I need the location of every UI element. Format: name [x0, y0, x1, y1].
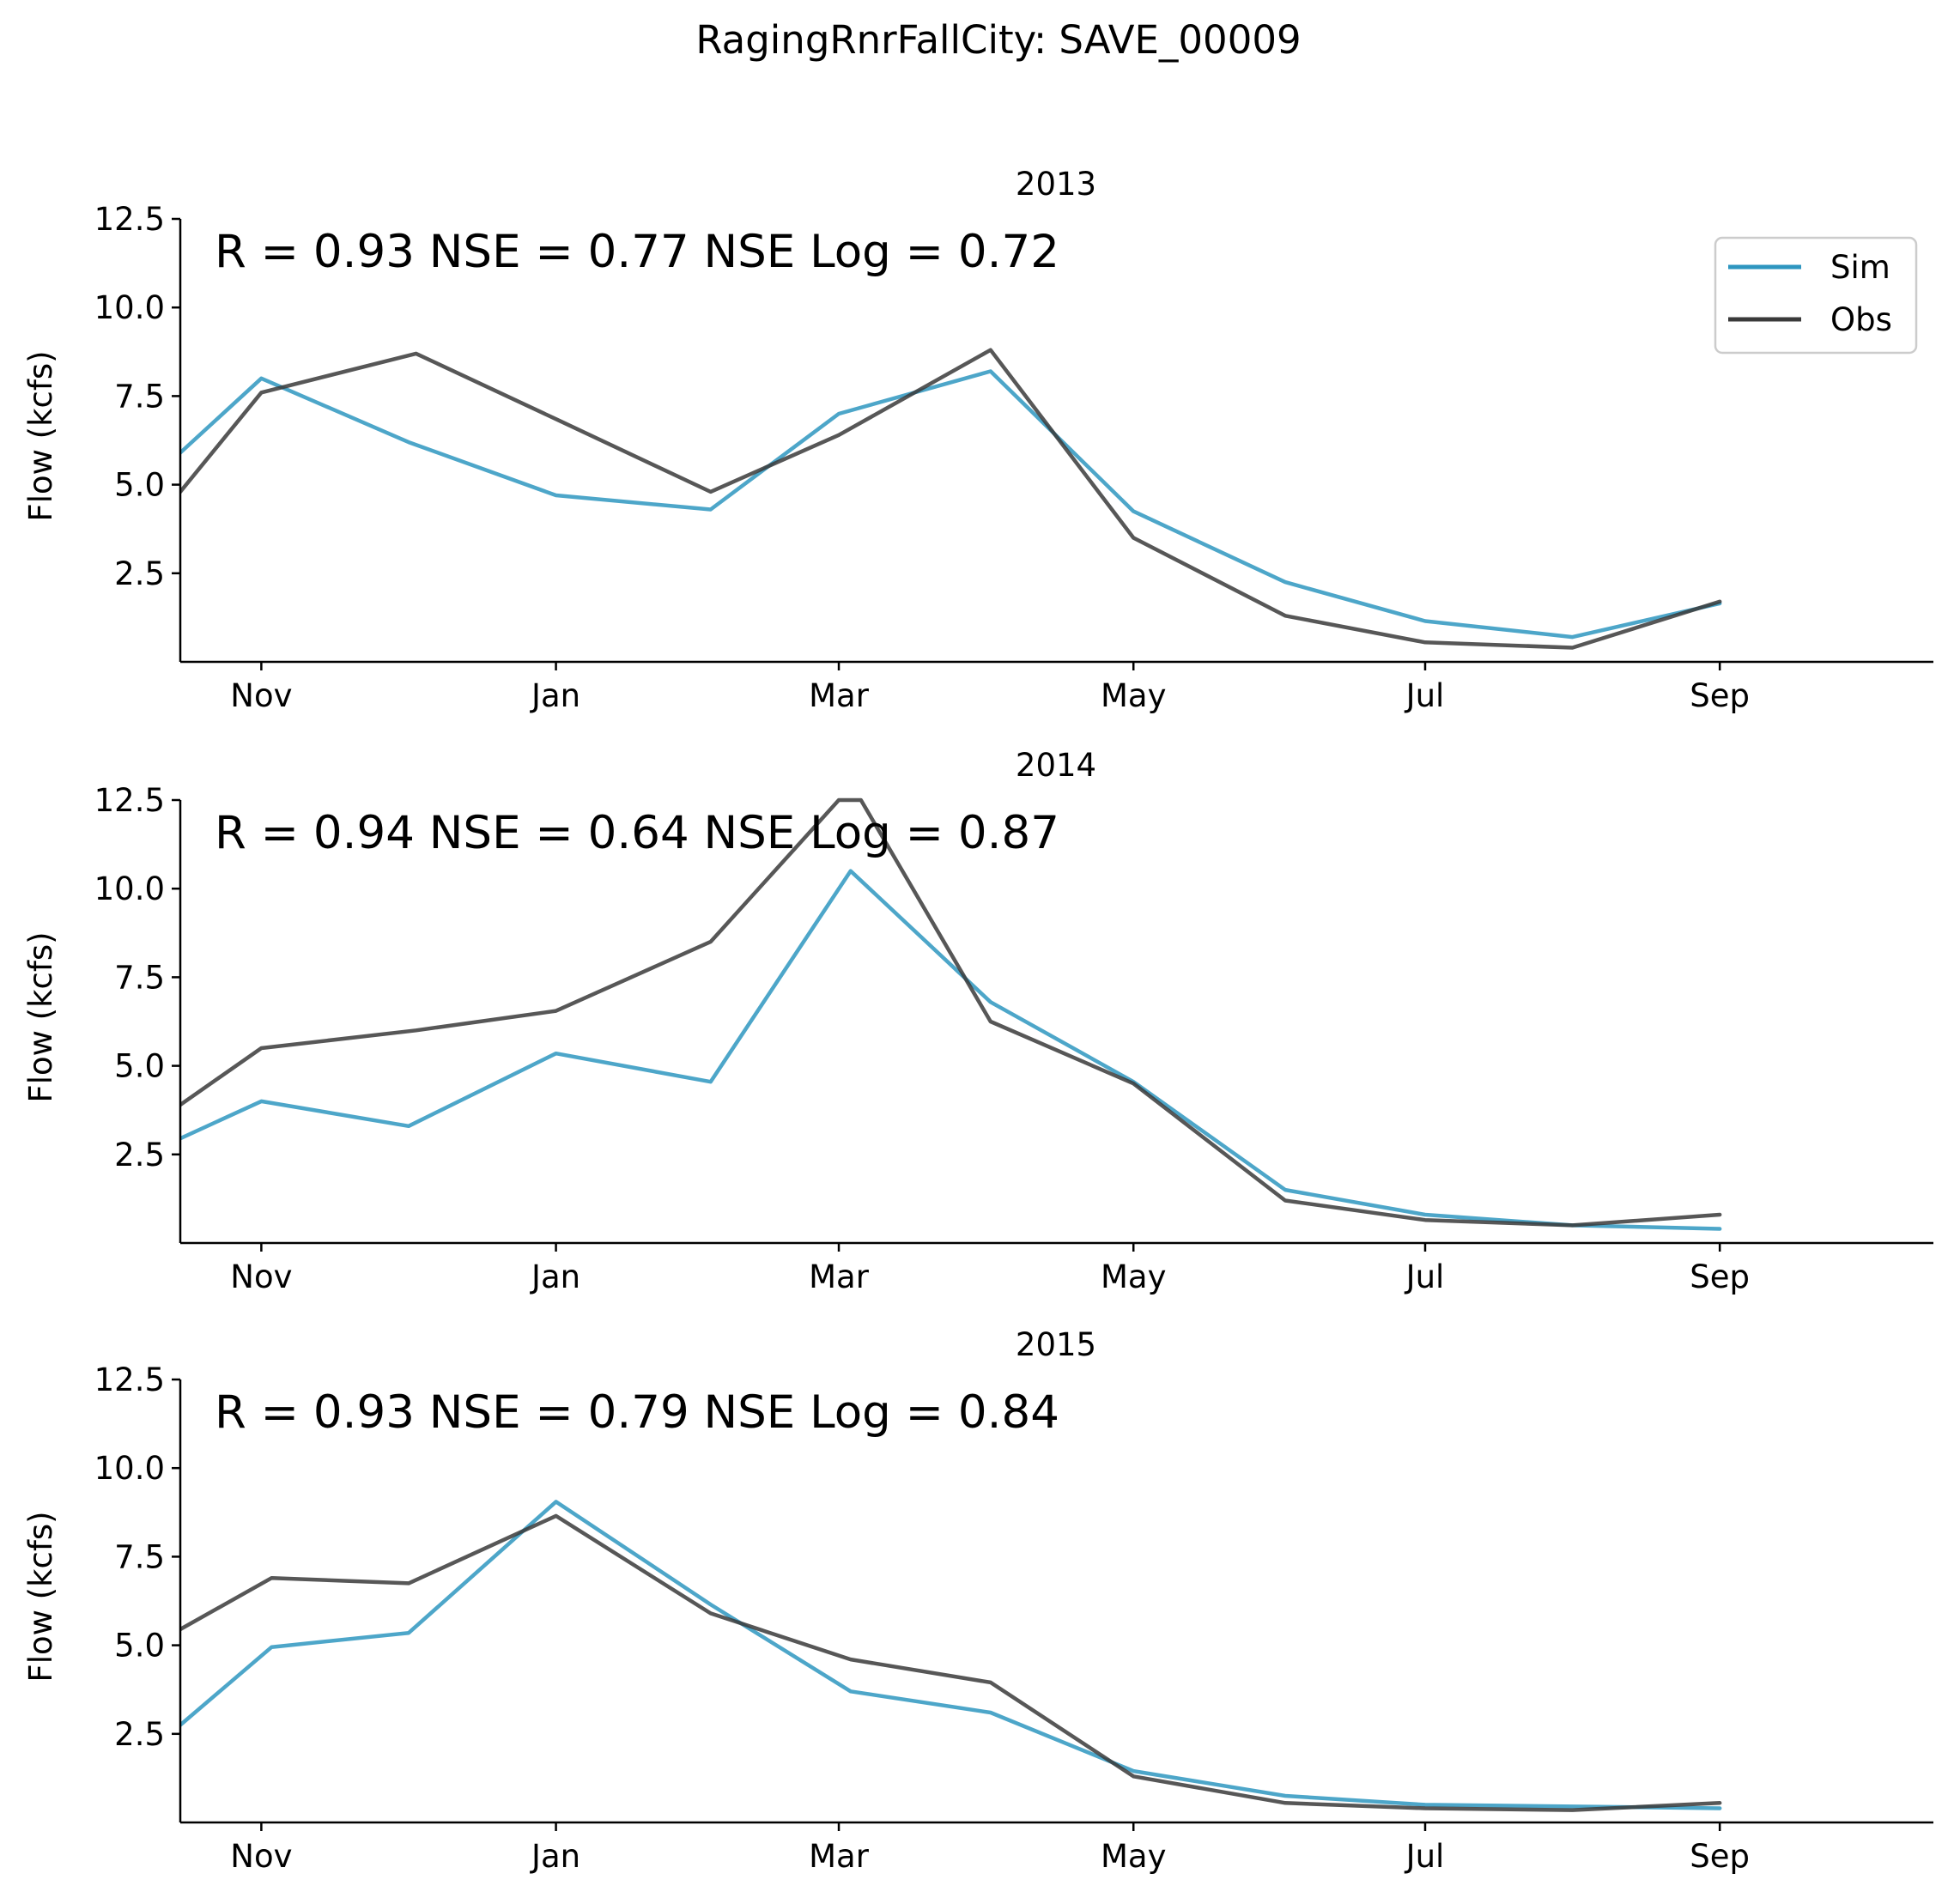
- metrics-annotation: R = 0.93 NSE = 0.77 NSE Log = 0.72: [215, 226, 1059, 278]
- y-tick-label: 5.0: [114, 1048, 165, 1085]
- y-tick-label: 10.0: [94, 1450, 165, 1487]
- metrics-annotation: R = 0.94 NSE = 0.64 NSE Log = 0.87: [215, 807, 1059, 859]
- panel-title: 2014: [1016, 747, 1096, 784]
- y-axis-label: Flow (kcfs): [22, 350, 59, 521]
- x-tick-label: Sep: [1690, 677, 1750, 714]
- series-line-obs: [180, 797, 1722, 1228]
- series-line-sim: [180, 1500, 1722, 1810]
- y-tick-label: 5.0: [114, 1628, 165, 1664]
- x-tick-label: May: [1101, 1258, 1167, 1295]
- series-line-obs: [180, 1513, 1722, 1812]
- panels: 2013 2.5 5.0 7.5 10.0 12.5 Nov Jan Mar May Jul Sep F…: [22, 166, 1933, 1875]
- y-tick-label: 7.5: [114, 1538, 165, 1575]
- y-tick-label: 7.5: [114, 959, 165, 996]
- y-tick-label: 12.5: [94, 1361, 165, 1398]
- panel-title: 2015: [1016, 1326, 1096, 1363]
- y-tick-label: 7.5: [114, 378, 165, 415]
- y-tick-label: 2.5: [114, 1137, 165, 1173]
- x-tick-label: May: [1101, 1838, 1167, 1875]
- x-tick-label: Sep: [1690, 1838, 1750, 1875]
- x-tick-label: Jul: [1405, 677, 1445, 714]
- series-line-sim: [180, 869, 1722, 1231]
- x-tick-label: May: [1101, 677, 1167, 714]
- x-tick-label: Mar: [809, 1838, 870, 1875]
- x-tick-label: Jan: [530, 677, 580, 714]
- series-line-sim: [180, 369, 1722, 640]
- figure-title: RagingRnrFallCity: SAVE_00009: [695, 17, 1301, 63]
- y-tick-label: 12.5: [94, 782, 165, 819]
- y-tick-label: 5.0: [114, 467, 165, 504]
- x-tick-label: Nov: [230, 1258, 292, 1295]
- y-tick-label: 2.5: [114, 555, 165, 592]
- x-tick-label: Sep: [1690, 1258, 1750, 1295]
- legend-label-obs: Obs: [1830, 301, 1892, 338]
- x-tick-label: Jul: [1405, 1838, 1445, 1875]
- y-tick-label: 12.5: [94, 201, 165, 238]
- x-tick-label: Jan: [530, 1838, 580, 1875]
- x-tick-label: Jul: [1405, 1258, 1445, 1295]
- legend: Sim Obs: [1714, 236, 1918, 355]
- panel-2013: 2013 2.5 5.0 7.5 10.0 12.5 Nov Jan Mar May Jul Sep F…: [22, 166, 1933, 714]
- panel-2014: 2014 2.5 5.0 7.5 10.0 12.5 Nov Jan Mar May Jul Sep F…: [22, 747, 1933, 1295]
- x-tick-label: Jan: [530, 1258, 580, 1295]
- metrics-annotation: R = 0.93 NSE = 0.79 NSE Log = 0.84: [215, 1386, 1059, 1439]
- legend-label-sim: Sim: [1830, 249, 1890, 286]
- y-tick-label: 10.0: [94, 870, 165, 907]
- y-tick-label: 10.0: [94, 289, 165, 326]
- panel-2015: 2015 2.5 5.0 7.5 10.0 12.5 Nov Jan Mar May Jul Sep F…: [22, 1326, 1933, 1875]
- x-tick-label: Nov: [230, 1838, 292, 1875]
- x-tick-label: Mar: [809, 1258, 870, 1295]
- y-axis-label: Flow (kcfs): [22, 931, 59, 1102]
- x-tick-label: Nov: [230, 677, 292, 714]
- panel-title: 2013: [1016, 166, 1096, 203]
- y-tick-label: 2.5: [114, 1716, 165, 1753]
- series-line-obs: [180, 348, 1722, 650]
- y-axis-label: Flow (kcfs): [22, 1511, 59, 1682]
- x-tick-label: Mar: [809, 677, 870, 714]
